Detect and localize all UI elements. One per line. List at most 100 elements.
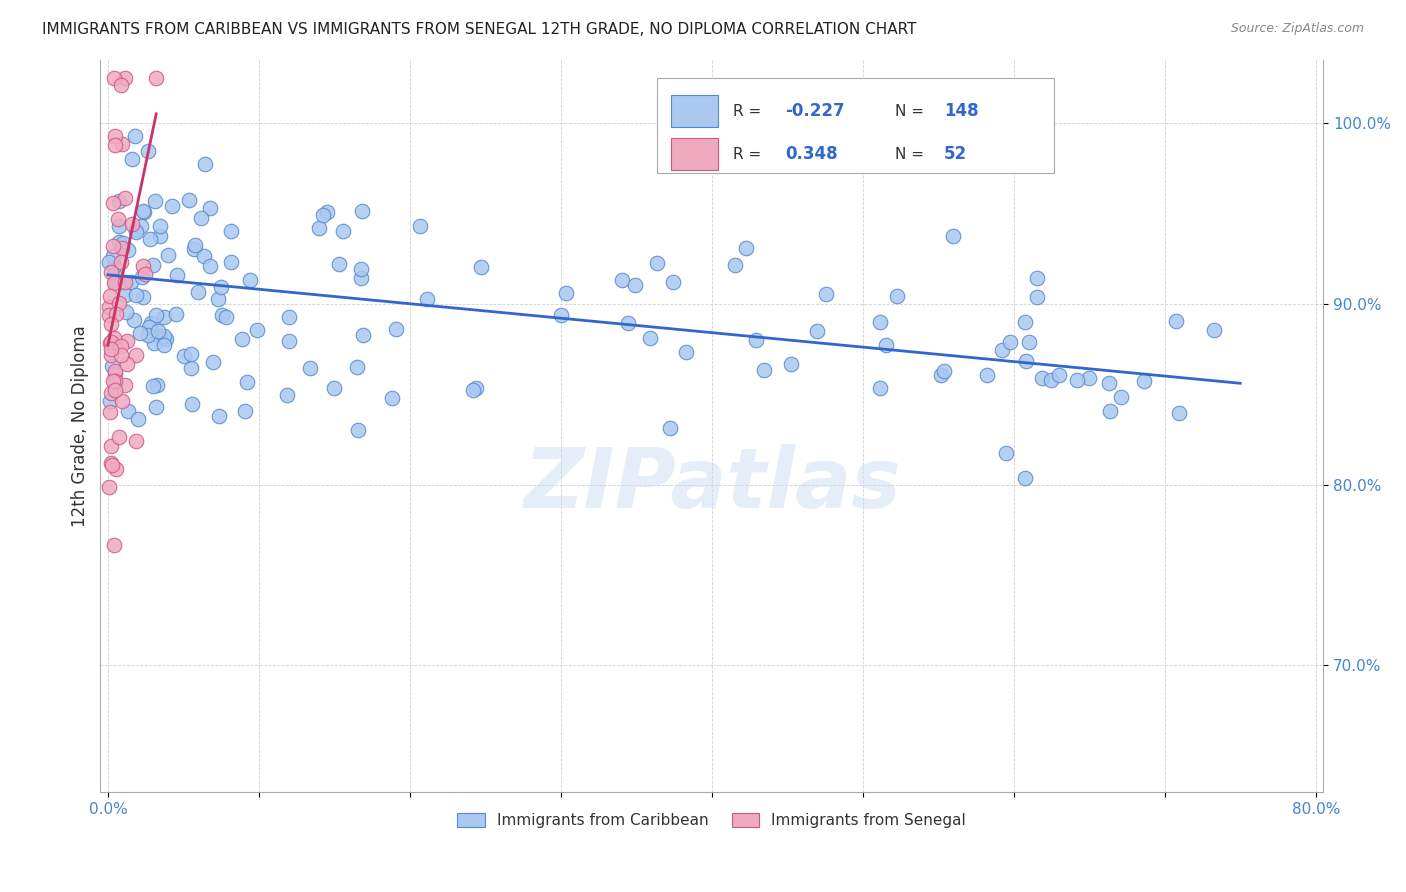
Point	[312, 208, 335, 222]
Point	[103, 267, 125, 281]
Point	[132, 205, 155, 219]
Point	[149, 229, 172, 244]
Point	[346, 360, 368, 375]
Point	[201, 355, 224, 369]
Point	[125, 348, 148, 362]
Point	[208, 409, 231, 423]
Point	[409, 219, 432, 233]
Text: -0.227: -0.227	[785, 103, 845, 120]
Point	[146, 378, 169, 392]
Point	[463, 384, 485, 398]
Point	[662, 275, 685, 289]
Point	[1109, 390, 1132, 404]
Point	[100, 439, 122, 453]
Point	[998, 334, 1021, 349]
Point	[352, 328, 374, 343]
Point	[724, 258, 747, 272]
Point	[180, 347, 202, 361]
Point	[104, 275, 127, 289]
Point	[276, 388, 298, 402]
Point	[131, 270, 153, 285]
Point	[942, 229, 965, 244]
Point	[187, 285, 209, 300]
Point	[103, 276, 125, 290]
Point	[138, 327, 160, 342]
Point	[193, 249, 215, 263]
Point	[101, 239, 124, 253]
Point	[886, 289, 908, 303]
Point	[117, 244, 139, 258]
Point	[1047, 368, 1070, 382]
Point	[104, 383, 127, 397]
Point	[107, 211, 129, 226]
Point	[114, 191, 136, 205]
Point	[1040, 373, 1063, 387]
Point	[100, 265, 122, 279]
Point	[166, 268, 188, 283]
Point	[143, 336, 166, 351]
Point	[125, 288, 148, 302]
Point	[111, 241, 134, 255]
Point	[105, 462, 128, 476]
Point	[347, 423, 370, 437]
Point	[117, 404, 139, 418]
Point	[103, 331, 125, 345]
Bar	[657, 78, 1054, 173]
Point	[350, 271, 373, 285]
Point	[239, 273, 262, 287]
Point	[100, 348, 122, 362]
Point	[198, 259, 221, 273]
Point	[278, 334, 301, 348]
Point	[165, 307, 187, 321]
Point	[121, 275, 143, 289]
Point	[245, 323, 267, 337]
Legend: Immigrants from Caribbean, Immigrants from Senegal: Immigrants from Caribbean, Immigrants fr…	[450, 805, 974, 836]
Point	[298, 361, 321, 376]
Point	[416, 292, 439, 306]
Point	[994, 446, 1017, 460]
Point	[1098, 376, 1121, 390]
Point	[645, 256, 668, 270]
Point	[104, 128, 127, 143]
Point	[181, 397, 204, 411]
Text: ZIPatlas: ZIPatlas	[523, 444, 901, 524]
Point	[111, 137, 134, 152]
Point	[177, 193, 200, 207]
Point	[932, 364, 955, 378]
Point	[610, 273, 633, 287]
Point	[931, 368, 953, 383]
Point	[332, 224, 354, 238]
Point	[115, 334, 138, 348]
Point	[155, 331, 177, 345]
Point	[744, 333, 766, 347]
Point	[132, 259, 155, 273]
Point	[991, 343, 1014, 358]
Point	[550, 309, 572, 323]
Point	[124, 128, 146, 143]
Point	[149, 219, 172, 233]
Point	[98, 300, 121, 314]
Point	[108, 295, 131, 310]
Point	[145, 70, 167, 85]
Point	[1167, 406, 1189, 420]
Point	[100, 343, 122, 357]
Point	[145, 308, 167, 322]
Point	[875, 338, 897, 352]
Point	[183, 237, 205, 252]
Point	[328, 257, 350, 271]
Point	[114, 70, 136, 85]
Point	[215, 310, 238, 324]
Point	[128, 326, 150, 341]
Point	[138, 319, 160, 334]
Text: N =: N =	[896, 146, 929, 161]
Point	[114, 275, 136, 289]
Point	[148, 329, 170, 343]
Point	[110, 78, 132, 92]
Point	[142, 258, 165, 272]
Point	[132, 203, 155, 218]
Point	[236, 376, 259, 390]
Point	[194, 157, 217, 171]
Point	[101, 359, 124, 374]
Point	[780, 357, 803, 371]
Point	[1018, 335, 1040, 350]
